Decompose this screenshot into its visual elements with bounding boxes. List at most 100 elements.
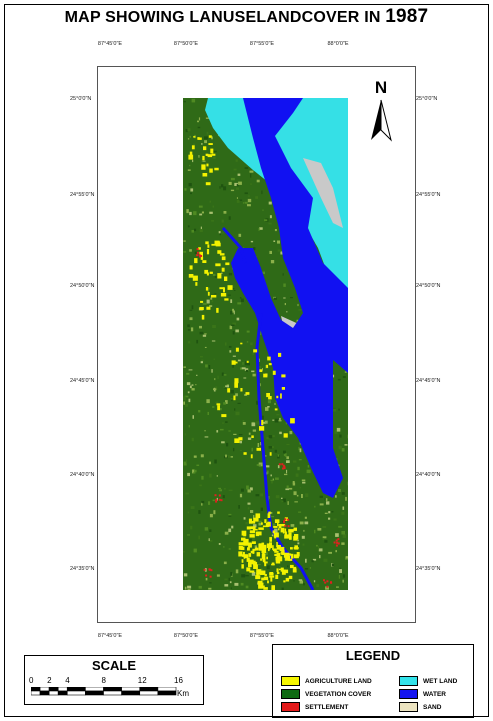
vegetation-pixel (199, 331, 204, 335)
vegetation-pixel (276, 414, 280, 416)
vegetation-pixel (284, 473, 288, 476)
agriculture-pixel (268, 363, 272, 366)
vegetation-pixel (256, 400, 259, 405)
vegetation-pixel (219, 489, 222, 492)
vegetation-pixel (298, 579, 303, 581)
agriculture-pixel (255, 547, 259, 551)
scale-tick-label: 8 (101, 676, 106, 685)
vegetation-pixel (227, 294, 231, 296)
agriculture-pixel (200, 300, 204, 303)
agriculture-pixel (241, 559, 244, 563)
agriculture-pixel (233, 395, 236, 401)
vegetation-pixel (189, 317, 193, 321)
vegetation-pixel (212, 205, 214, 208)
vegetation-pixel (245, 361, 247, 366)
vegetation-pixel (345, 496, 347, 501)
vegetation-pixel (198, 117, 201, 121)
agriculture-pixel (288, 558, 293, 561)
agriculture-pixel (269, 547, 271, 550)
vegetation-pixel (286, 485, 289, 489)
vegetation-pixel (238, 233, 242, 237)
vegetation-pixel (239, 440, 242, 444)
agriculture-pixel (246, 360, 249, 363)
vegetation-pixel (318, 546, 320, 550)
vegetation-pixel (205, 577, 208, 581)
vegetation-pixel (252, 536, 255, 541)
vegetation-pixel (193, 211, 197, 216)
agriculture-pixel (276, 552, 281, 558)
agriculture-pixel (278, 352, 282, 357)
vegetation-pixel (206, 299, 210, 304)
vegetation-pixel (244, 192, 248, 195)
vegetation-pixel (194, 469, 197, 473)
vegetation-pixel (188, 341, 191, 344)
vegetation-pixel (254, 545, 258, 549)
title-year: 1987 (385, 6, 429, 27)
agriculture-pixel (248, 562, 252, 568)
agriculture-pixel (267, 513, 271, 518)
vegetation-pixel (225, 454, 227, 458)
vegetation-pixel (244, 393, 247, 396)
vegetation-pixel (246, 341, 249, 343)
vegetation-pixel (271, 480, 273, 484)
vegetation-pixel (269, 250, 272, 254)
settlement-pixel (330, 581, 333, 584)
agriculture-pixel (266, 364, 269, 368)
vegetation-pixel (232, 322, 237, 325)
settlement-pixel (215, 500, 218, 503)
agriculture-pixel (255, 531, 260, 537)
latitude-label-right: 24°35'0"N (416, 566, 441, 572)
agriculture-pixel (269, 572, 274, 575)
vegetation-pixel (228, 272, 233, 276)
vegetation-pixel (342, 534, 347, 538)
vegetation-pixel (197, 120, 199, 123)
settlement-area (196, 248, 340, 588)
vegetation-pixel (195, 384, 197, 386)
vegetation-pixel (304, 521, 309, 525)
agriculture-pixel (259, 426, 265, 431)
vegetation-pixel (228, 216, 231, 220)
agriculture-pixel (283, 580, 286, 583)
vegetation-pixel (268, 222, 272, 225)
agriculture-pixel (211, 243, 217, 246)
vegetation-pixel (187, 225, 190, 228)
agriculture-pixel (281, 569, 286, 575)
vegetation-pixel (183, 401, 185, 405)
landuse-map (183, 98, 348, 590)
agriculture-pixel (245, 392, 250, 395)
scale-segment (31, 690, 41, 696)
vegetation-pixel (281, 497, 283, 499)
vegetation-pixel (341, 531, 345, 535)
vegetation-pixel (198, 510, 201, 514)
vegetation-pixel (256, 256, 258, 258)
scale-segment (39, 687, 50, 692)
vegetation-pixel (221, 272, 223, 274)
vegetation-pixel (204, 527, 209, 531)
agriculture-pixel (258, 546, 263, 551)
vegetation-pixel (312, 558, 317, 561)
longitude-label-top: 88°0'0"E (327, 41, 349, 47)
vegetation-pixel (246, 362, 250, 366)
vegetation-pixel (199, 229, 203, 233)
settlement-pixel (208, 568, 211, 571)
vegetation-pixel (283, 453, 287, 457)
vegetation-pixel (322, 526, 327, 528)
agriculture-pixel (205, 182, 211, 186)
scale-segment (48, 690, 59, 696)
scale-segment (48, 687, 59, 692)
vegetation-pixel (260, 568, 263, 571)
vegetation-pixel (264, 219, 268, 222)
vegetation-pixel (190, 188, 194, 192)
agriculture-pixel (258, 543, 263, 548)
page-border (4, 4, 489, 717)
vegetation-pixel (305, 558, 307, 563)
vegetation-pixel (258, 227, 260, 231)
agriculture-pixel (243, 538, 249, 543)
vegetation-pixel (331, 563, 335, 567)
vegetation-pixel (192, 415, 194, 419)
agriculture-pixel (243, 540, 249, 546)
vegetation-pixel (249, 170, 254, 173)
vegetation-pixel (196, 374, 198, 376)
vegetation-pixel (200, 361, 203, 364)
latitude-label-left: 24°45'0"N (70, 378, 95, 384)
